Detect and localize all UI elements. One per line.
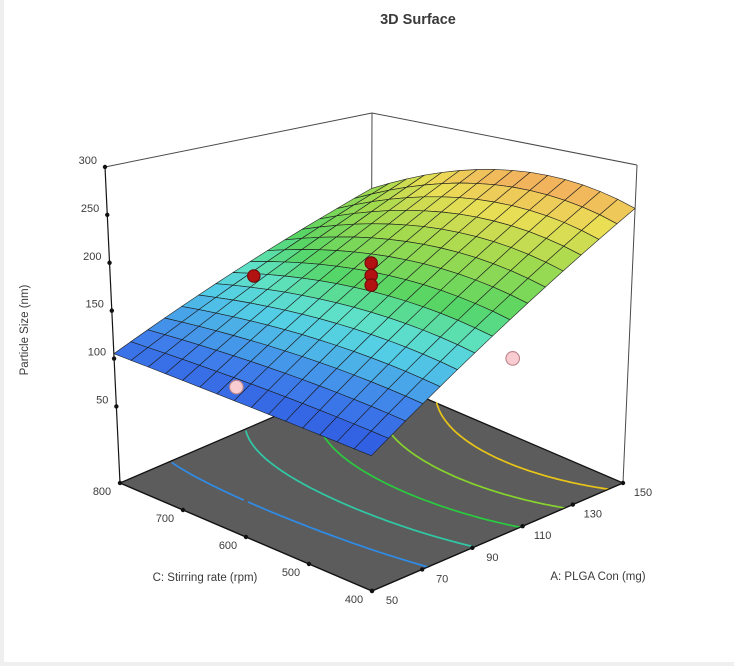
z-tick-label: 50 xyxy=(96,394,108,406)
box-edge-top-right xyxy=(371,112,638,166)
contour-line xyxy=(435,402,610,491)
x-axis-line xyxy=(371,482,624,592)
tick-dot xyxy=(470,545,475,550)
tick-dot xyxy=(306,561,312,567)
contour-line xyxy=(171,462,429,568)
tick-dot xyxy=(105,212,110,218)
x-tick-label: 150 xyxy=(634,487,652,499)
y-tick-label: 700 xyxy=(156,513,174,525)
y-axis-title: C: Stirring rate (rpm) xyxy=(153,572,258,584)
x-tick-label: 70 xyxy=(436,573,448,585)
x-axis-title: A: PLGA Con (mg) xyxy=(550,571,645,583)
tick-dot xyxy=(620,480,626,486)
tick-dot xyxy=(109,308,115,313)
design-point-above xyxy=(364,256,378,270)
x-tick-label: 50 xyxy=(386,595,398,607)
tick-dot xyxy=(420,567,425,572)
z-tick-label: 100 xyxy=(88,347,106,359)
design-points xyxy=(229,256,521,395)
window-edge-left xyxy=(0,0,4,666)
design-point-above xyxy=(247,269,261,283)
window-edge-bottom xyxy=(0,662,734,666)
z-axis-line xyxy=(104,166,121,484)
tick-dot xyxy=(369,588,375,594)
x-tick-label: 110 xyxy=(534,530,552,542)
y-tick-label: 800 xyxy=(93,486,111,498)
tick-dot xyxy=(107,260,112,265)
y-tick-label: 400 xyxy=(345,594,363,606)
z-tick-label: 150 xyxy=(85,299,103,311)
surface-cell xyxy=(353,430,389,457)
tick-dot xyxy=(243,534,249,540)
tick-dot xyxy=(520,524,525,529)
z-axis-title: Particle Size (nm) xyxy=(19,284,31,375)
chart-title: 3D Surface xyxy=(380,12,456,28)
tick-dot xyxy=(102,164,108,170)
3d-scene: 50 70 90 110 130 150 400 500 600 700 800 50 100 150 20… xyxy=(79,112,653,607)
box-edge-right-vertical xyxy=(622,164,638,484)
z-tick-label: 250 xyxy=(81,203,99,215)
design-point-below xyxy=(505,351,521,366)
design-point-below xyxy=(229,379,244,395)
x-tick-label: 90 xyxy=(486,552,498,564)
x-tick-label: 130 xyxy=(584,509,602,521)
y-tick-label: 600 xyxy=(219,540,237,552)
z-tick-label: 200 xyxy=(83,251,101,263)
tick-dot xyxy=(180,507,186,513)
z-tick-label: 300 xyxy=(79,155,97,167)
tick-dot xyxy=(114,404,119,409)
surface-mesh xyxy=(113,169,636,457)
tick-dot xyxy=(117,480,123,486)
box-edge-top-left xyxy=(104,112,373,168)
tick-dot xyxy=(111,356,117,361)
tick-dot xyxy=(570,502,575,507)
design-point-above xyxy=(364,278,378,292)
axes: 50 70 90 110 130 150 400 500 600 700 800 50 100 150 20… xyxy=(79,155,653,607)
y-tick-label: 500 xyxy=(282,567,300,579)
